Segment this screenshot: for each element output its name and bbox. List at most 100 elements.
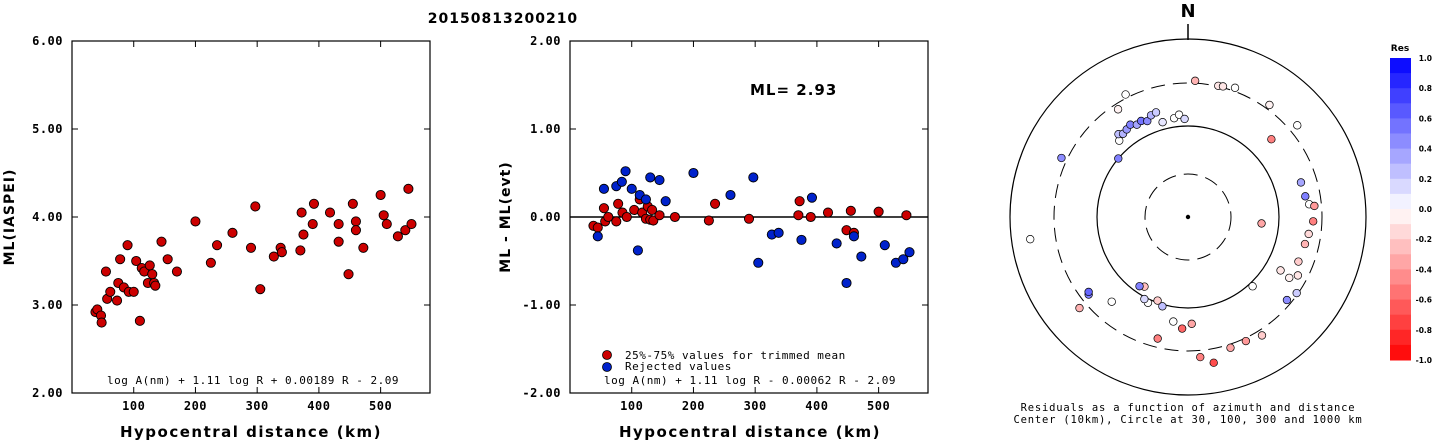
colorbar-tick-label: -0.2	[1416, 235, 1432, 244]
station-magnitude-point	[358, 242, 369, 253]
panel1-ytick-label: 4.00	[32, 210, 63, 224]
panel1-axis-ticks: 100 200 300 400 500 2.00 3.00 4.00 5.00 6.00	[32, 34, 430, 413]
station-magnitude-point	[268, 251, 279, 262]
panel1-ytick-label: 3.00	[32, 298, 63, 312]
accepted-residual-point	[873, 206, 884, 217]
rejected-residual-point	[904, 247, 915, 258]
rejected-residual-point	[773, 227, 784, 238]
station-points	[1026, 76, 1319, 367]
station-residual-point	[1178, 324, 1187, 333]
rejected-residual-point	[640, 194, 651, 205]
colorbar-cell	[1390, 239, 1411, 255]
panel2-x-axis-label: Hypocentral distance (km)	[619, 423, 881, 441]
colorbar-cell	[1390, 88, 1411, 104]
station-residual-point	[1226, 343, 1235, 352]
rejected-residual-point	[688, 167, 699, 179]
accepted-residual-point	[822, 207, 834, 218]
colorbar-cell	[1390, 193, 1411, 210]
epicenter-marker	[1185, 214, 1191, 220]
accepted-residual-point	[611, 216, 622, 227]
station-residual-point	[1293, 121, 1302, 130]
rejected-residual-point	[616, 176, 627, 187]
colorbar-cell	[1390, 103, 1411, 119]
station-magnitude-point	[307, 218, 318, 230]
colorbar-tick-label: -0.4	[1416, 265, 1432, 274]
colorbar-tick-label: 0.0	[1419, 205, 1432, 214]
north-label: N	[1180, 1, 1195, 22]
colorbar-tick-label: -0.6	[1416, 296, 1432, 305]
colorbar-cell	[1390, 329, 1411, 346]
station-magnitude-point	[308, 198, 320, 209]
rejected-residual-point	[796, 234, 807, 245]
accepted-residual-point	[845, 205, 856, 216]
panel2-xtick-label: 300	[744, 399, 767, 413]
rejected-residual-point	[748, 172, 759, 183]
colorbar-cells	[1390, 58, 1411, 361]
colorbar-cell	[1390, 148, 1411, 165]
station-residual-point	[1310, 201, 1319, 211]
panel1-x-axis-label: Hypocentral distance (km)	[120, 423, 382, 441]
station-residual-point	[1257, 219, 1266, 228]
station-magnitude-point	[150, 280, 161, 291]
legend-rejected-marker	[602, 362, 612, 372]
rejected-residual-point	[841, 277, 852, 289]
accepted-residual-point	[805, 211, 816, 223]
azimuth-caption-line2: Center (10km), Circle at 30, 100, 300 an…	[1014, 414, 1363, 426]
panel2-points	[588, 166, 915, 289]
rejected-residual-point	[806, 192, 818, 203]
station-magnitude-point	[162, 254, 173, 265]
colorbar-cell	[1390, 254, 1411, 270]
station-residual-point	[1158, 118, 1167, 127]
rejected-residual-point	[725, 189, 736, 201]
panel2-xtick-label: 100	[620, 399, 643, 413]
panel1-frame	[71, 40, 431, 394]
station-magnitude-point	[122, 240, 133, 251]
colorbar-cell	[1390, 209, 1411, 225]
accepted-residual-point	[598, 203, 609, 214]
ring-1000km	[1009, 38, 1367, 396]
station-residual-point	[1107, 297, 1116, 306]
rejected-residual-point	[654, 174, 665, 186]
station-residual-point	[1140, 294, 1149, 304]
panel1-y-axis-label: ML(IASPEI)	[2, 169, 18, 266]
station-residual-point	[1276, 266, 1285, 275]
station-magnitude-point	[190, 216, 201, 227]
station-magnitude-point	[255, 284, 266, 295]
station-residual-point	[1057, 153, 1066, 163]
panel2-xtick-label: 500	[867, 399, 890, 413]
rejected-residual-point	[898, 254, 909, 265]
colorbar-tick-label: 0.2	[1419, 175, 1432, 184]
colorbar-tick-label: 1.0	[1419, 54, 1432, 63]
station-residual-point	[1267, 135, 1276, 144]
residual-vs-distance-panel: 100 200 300 400 500 -2.00 -1.00 0.00 1.00 2.00 ML…	[498, 34, 929, 441]
station-residual-point	[1153, 296, 1162, 305]
colorbar-cell	[1390, 284, 1411, 301]
residual-colorbar: Res 1.0 0.8 0.6 0.4 0.2 0.0 -0.2 -0.4 -0.6 -0.8 -1…	[1390, 44, 1432, 365]
station-residual-point	[1026, 235, 1035, 244]
station-residual-point	[1180, 114, 1189, 124]
colorbar-cell	[1390, 58, 1411, 74]
panel1-ytick-label: 6.00	[32, 34, 63, 48]
station-magnitude-point	[381, 218, 392, 230]
station-residual-point	[1292, 288, 1301, 298]
station-residual-point	[1113, 105, 1123, 114]
ring-30km	[1144, 173, 1232, 261]
station-residual-point	[1135, 282, 1144, 291]
station-residual-point	[1153, 334, 1162, 343]
station-residual-point	[1169, 317, 1178, 326]
station-magnitude-point	[295, 245, 306, 256]
accepted-residual-point	[592, 222, 603, 233]
station-magnitude-point	[406, 218, 417, 230]
station-magnitude-point	[128, 286, 139, 297]
station-residual-point	[1241, 336, 1251, 346]
colorbar-cell	[1390, 314, 1411, 331]
colorbar-cell	[1390, 178, 1411, 195]
station-magnitude-point	[105, 286, 116, 297]
colorbar-tick-label: -1.0	[1416, 356, 1432, 365]
panel1-xtick-label: 300	[246, 399, 269, 413]
accepted-residual-point	[793, 210, 804, 221]
panel1-xtick-label: 100	[122, 399, 145, 413]
colorbar-cell	[1390, 299, 1411, 316]
colorbar-cell	[1390, 73, 1411, 89]
